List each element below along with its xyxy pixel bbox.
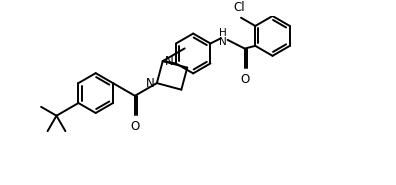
Text: N: N: [145, 77, 154, 90]
Text: H
N: H N: [219, 28, 227, 47]
Text: N: N: [165, 55, 173, 68]
Text: O: O: [130, 120, 139, 133]
Text: Cl: Cl: [233, 1, 245, 14]
Text: O: O: [240, 73, 249, 86]
